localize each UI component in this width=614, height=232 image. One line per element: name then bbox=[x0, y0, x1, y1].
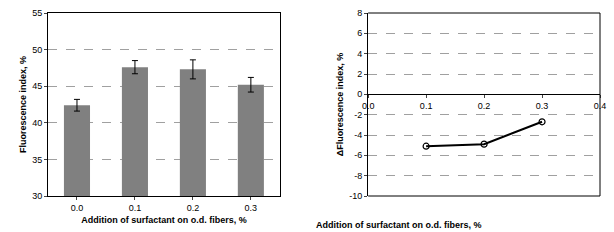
svg-text:0.1: 0.1 bbox=[129, 203, 142, 213]
svg-text:35: 35 bbox=[32, 155, 42, 165]
svg-text:0.0: 0.0 bbox=[71, 203, 84, 213]
svg-text:Addition of surfactant on o.d.: Addition of surfactant on o.d. fibers, % bbox=[81, 215, 247, 225]
svg-text:ΔFluorescence index, %: ΔFluorescence index, % bbox=[335, 53, 345, 157]
svg-text:0.3: 0.3 bbox=[536, 101, 549, 111]
svg-text:55: 55 bbox=[32, 8, 42, 18]
svg-text:0.2: 0.2 bbox=[478, 101, 491, 111]
svg-text:0.1: 0.1 bbox=[420, 101, 433, 111]
svg-text:0.3: 0.3 bbox=[245, 203, 258, 213]
svg-text:0: 0 bbox=[357, 89, 362, 99]
svg-text:30: 30 bbox=[32, 191, 42, 201]
svg-text:-6: -6 bbox=[354, 150, 362, 160]
svg-text:45: 45 bbox=[32, 81, 42, 91]
svg-text:-8: -8 bbox=[354, 171, 362, 181]
svg-text:Fluorescence index, %: Fluorescence index, % bbox=[18, 56, 28, 153]
svg-text:-2: -2 bbox=[354, 110, 362, 120]
svg-text:6: 6 bbox=[357, 28, 362, 38]
svg-text:4: 4 bbox=[357, 49, 362, 59]
svg-text:0.4: 0.4 bbox=[594, 101, 607, 111]
svg-text:-10: -10 bbox=[349, 191, 362, 201]
svg-text:40: 40 bbox=[32, 118, 42, 128]
svg-text:50: 50 bbox=[32, 45, 42, 55]
svg-text:8: 8 bbox=[357, 8, 362, 18]
svg-text:0.2: 0.2 bbox=[187, 203, 200, 213]
svg-text:0.0: 0.0 bbox=[362, 101, 375, 111]
svg-text:Addition of surfactant on o.d.: Addition of surfactant on o.d. fibers, % bbox=[316, 220, 482, 230]
svg-text:2: 2 bbox=[357, 69, 362, 79]
svg-text:-4: -4 bbox=[354, 130, 362, 140]
